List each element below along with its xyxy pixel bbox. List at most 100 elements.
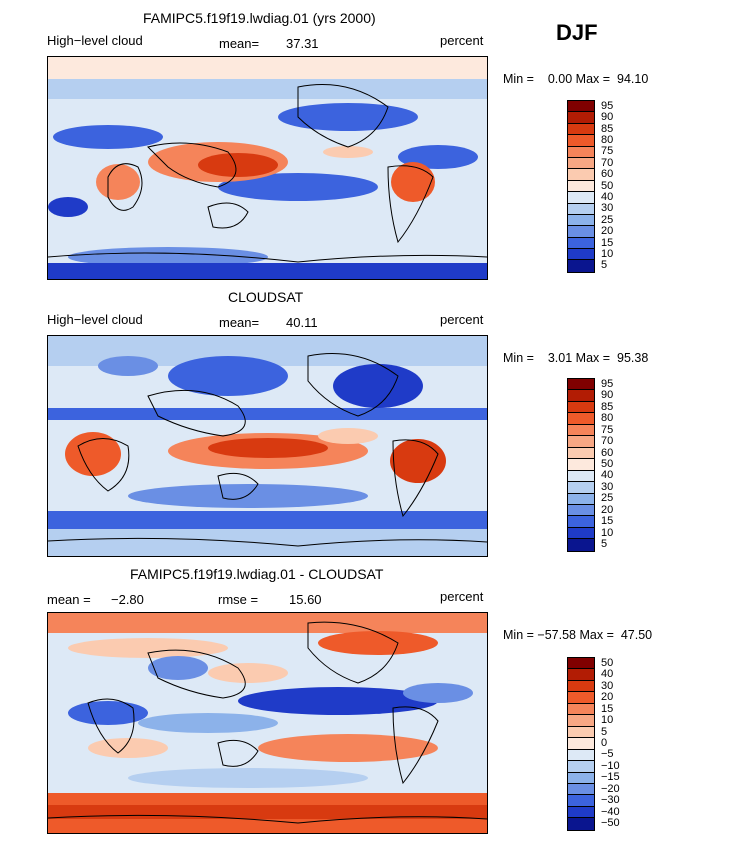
colorbar-tick-label: 95 bbox=[601, 377, 614, 390]
panel3-max-label: Max = bbox=[579, 628, 614, 642]
panel3-min-label: Min = bbox=[503, 628, 534, 642]
colorbar-tick-label: 30 bbox=[601, 202, 614, 215]
panel2-colorbar bbox=[567, 378, 595, 552]
colorbar-segment bbox=[568, 470, 594, 483]
panel3-rmse-value: 15.60 bbox=[289, 592, 322, 607]
panel2-min-value: 3.01 bbox=[547, 351, 573, 365]
panel1-min-label: Min = bbox=[503, 72, 534, 86]
colorbar-segment bbox=[568, 783, 594, 796]
panel3-map-svg bbox=[48, 613, 487, 833]
colorbar-tick-label: 70 bbox=[601, 435, 614, 448]
panel1-mean-value: 37.31 bbox=[286, 36, 319, 51]
panel2-map-svg bbox=[48, 336, 487, 556]
colorbar-segment bbox=[568, 226, 594, 238]
colorbar-tick-label: −5 bbox=[601, 748, 614, 761]
colorbar-tick-label: −15 bbox=[601, 771, 620, 784]
colorbar-segment bbox=[568, 214, 594, 227]
panel1-min-value: 0.00 bbox=[547, 72, 573, 86]
colorbar-segment bbox=[568, 516, 594, 528]
colorbar-segment bbox=[568, 539, 594, 551]
colorbar-tick-label: 90 bbox=[601, 111, 614, 124]
panel2-max-value: 95.38 bbox=[617, 351, 649, 365]
colorbar-segment bbox=[568, 424, 594, 437]
colorbar-tick-label: 0 bbox=[601, 737, 608, 749]
colorbar-tick-label: 20 bbox=[601, 691, 614, 704]
panel2-min-label: Min = bbox=[503, 351, 534, 365]
colorbar-segment bbox=[568, 169, 594, 181]
colorbar-segment bbox=[568, 237, 594, 250]
panel3-rmse-label: rmse = bbox=[218, 592, 259, 607]
colorbar-tick-label: 95 bbox=[601, 99, 614, 112]
colorbar-tick-label: 15 bbox=[601, 236, 614, 249]
colorbar-segment bbox=[568, 658, 594, 670]
colorbar-tick-label: 10 bbox=[601, 714, 614, 727]
panel3-colorbar bbox=[567, 657, 595, 831]
colorbar-segment bbox=[568, 413, 594, 425]
panel3-title: FAMIPC5.f19f19.lwdiag.01 - CLOUDSAT bbox=[130, 566, 384, 582]
colorbar-tick-label: 75 bbox=[601, 145, 614, 158]
colorbar-tick-label: 30 bbox=[601, 480, 614, 493]
colorbar-segment bbox=[568, 761, 594, 773]
colorbar-segment bbox=[568, 401, 594, 414]
colorbar-tick-label: 50 bbox=[601, 179, 614, 192]
colorbar-segment bbox=[568, 715, 594, 727]
colorbar-tick-label: −40 bbox=[601, 805, 620, 818]
colorbar-segment bbox=[568, 379, 594, 391]
panel3-max-value: 47.50 bbox=[620, 628, 653, 642]
panel3-mean-label: mean = bbox=[47, 592, 91, 607]
colorbar-tick-label: −20 bbox=[601, 782, 620, 795]
panel1-minmax: Min = 0.00 Max = 94.10 bbox=[503, 72, 648, 86]
panel2-max-label: Max = bbox=[575, 351, 611, 365]
colorbar-tick-label: 90 bbox=[601, 389, 614, 402]
colorbar-tick-label: 80 bbox=[601, 133, 614, 146]
panel3-map bbox=[47, 612, 488, 834]
colorbar-tick-label: 5 bbox=[601, 259, 608, 272]
panel1-colorbar bbox=[567, 100, 595, 273]
colorbar-segment bbox=[568, 135, 594, 147]
colorbar-segment bbox=[568, 203, 594, 215]
colorbar-tick-label: 60 bbox=[601, 446, 614, 459]
colorbar-tick-label: 50 bbox=[601, 656, 614, 669]
colorbar-segment bbox=[568, 726, 594, 739]
panel1-max-value: 94.10 bbox=[617, 72, 649, 86]
colorbar-tick-label: 5 bbox=[601, 725, 608, 738]
colorbar-tick-label: 75 bbox=[601, 423, 614, 436]
colorbar-segment bbox=[568, 112, 594, 124]
colorbar-tick-label: 85 bbox=[601, 400, 614, 413]
colorbar-segment bbox=[568, 249, 594, 261]
colorbar-segment bbox=[568, 795, 594, 807]
panel3-min-value: −57.58 bbox=[537, 628, 576, 642]
colorbar-tick-label: −50 bbox=[601, 817, 620, 830]
colorbar-segment bbox=[568, 738, 594, 750]
colorbar-tick-label: 60 bbox=[601, 168, 614, 181]
panel2-variable-label: High−level cloud bbox=[47, 312, 143, 327]
colorbar-segment bbox=[568, 180, 594, 193]
colorbar-segment bbox=[568, 101, 594, 113]
colorbar-segment bbox=[568, 703, 594, 716]
colorbar-tick-label: 15 bbox=[601, 515, 614, 528]
colorbar-segment bbox=[568, 818, 594, 830]
colorbar-tick-label: 25 bbox=[601, 492, 614, 505]
colorbar-segment bbox=[568, 504, 594, 517]
colorbar-tick-label: 85 bbox=[601, 122, 614, 135]
colorbar-segment bbox=[568, 527, 594, 540]
colorbar-tick-label: 40 bbox=[601, 469, 614, 482]
colorbar-segment bbox=[568, 806, 594, 819]
colorbar-tick-label: 80 bbox=[601, 412, 614, 425]
colorbar-segment bbox=[568, 436, 594, 448]
panel1-title: FAMIPC5.f19f19.lwdiag.01 (yrs 2000) bbox=[143, 10, 376, 26]
panel2-mean-value: 40.11 bbox=[286, 315, 318, 330]
colorbar-segment bbox=[568, 123, 594, 136]
panel3-units: percent bbox=[440, 589, 484, 604]
panel2-title: CLOUDSAT bbox=[228, 289, 304, 305]
colorbar-segment bbox=[568, 482, 594, 494]
colorbar-tick-label: 70 bbox=[601, 156, 614, 169]
panel2-map bbox=[47, 335, 488, 557]
colorbar-tick-label: −10 bbox=[601, 759, 620, 772]
colorbar-segment bbox=[568, 459, 594, 471]
colorbar-tick-label: 10 bbox=[601, 247, 614, 260]
panel1-max-label: Max = bbox=[575, 72, 611, 86]
panel3-mean-value: −2.80 bbox=[111, 592, 144, 607]
panel2-minmax: Min = 3.01 Max = 95.38 bbox=[503, 351, 648, 365]
panel1-mean-label: mean= bbox=[219, 36, 260, 51]
